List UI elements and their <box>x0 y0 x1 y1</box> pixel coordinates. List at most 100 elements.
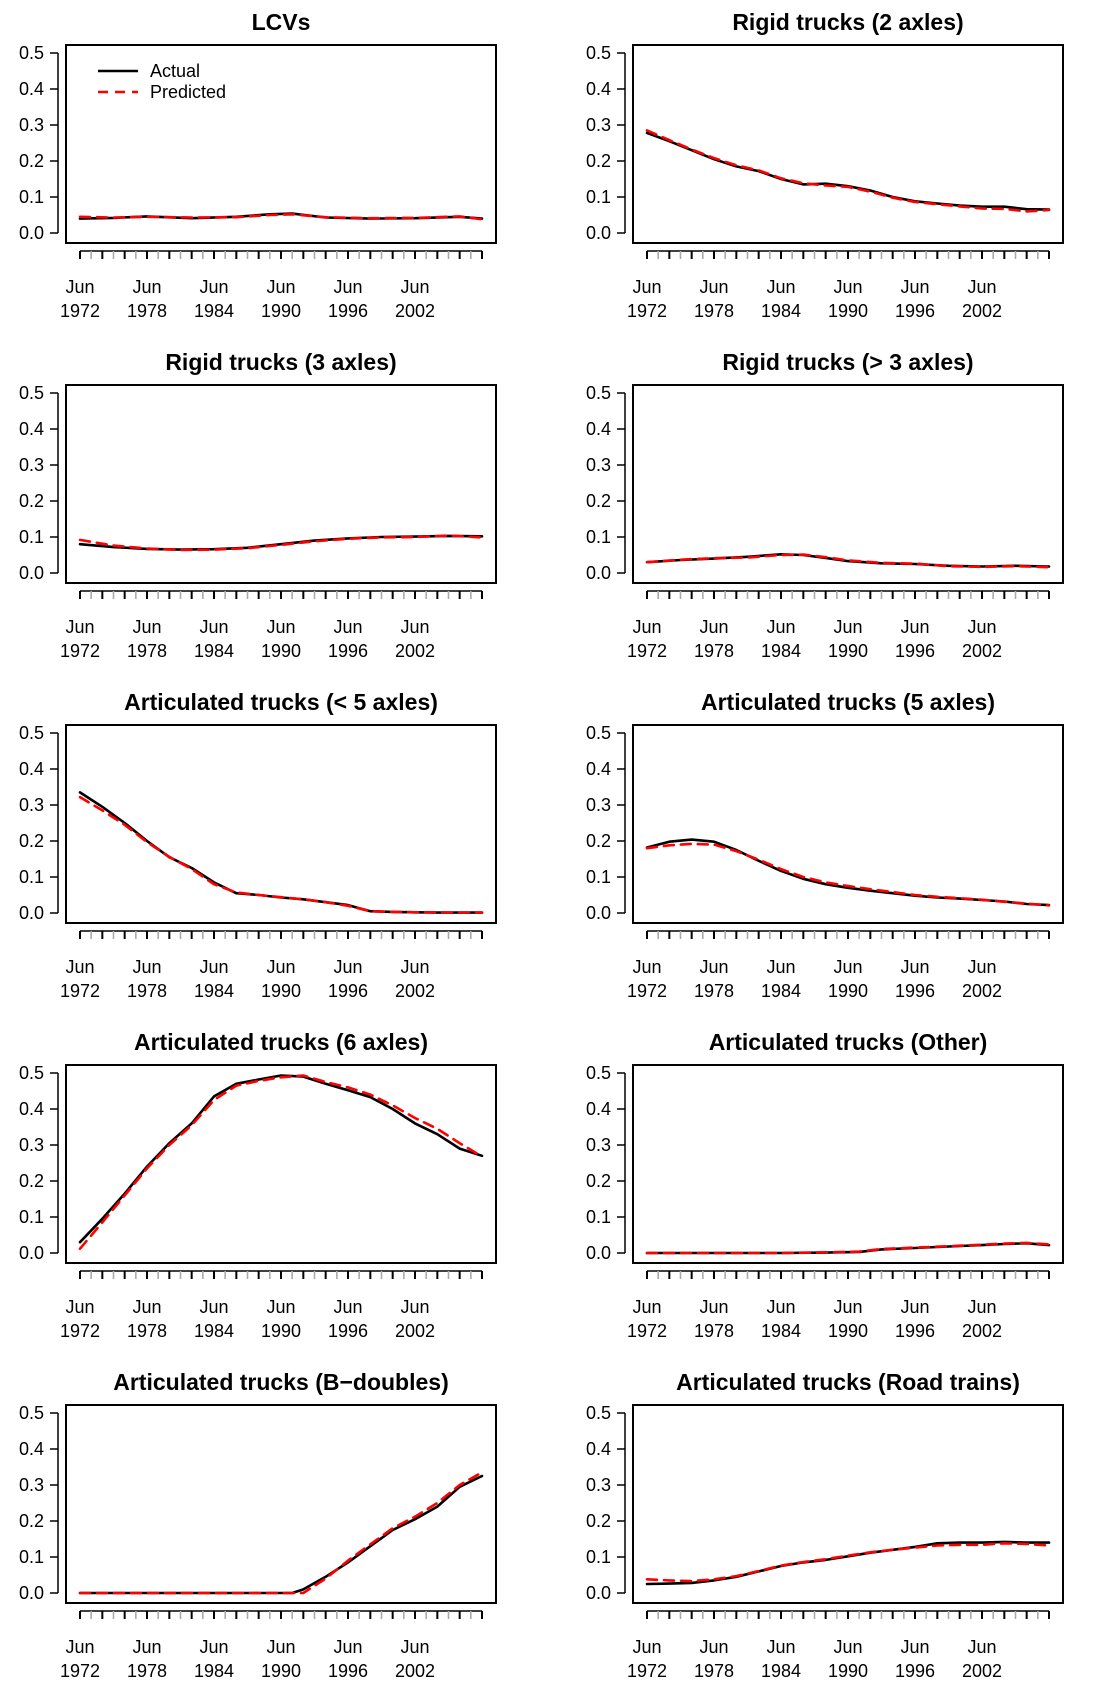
y-tick-label: 0.3 <box>586 795 611 815</box>
x-tick-label: Jun 1996 <box>328 617 368 661</box>
series-line-predicted <box>78 1471 484 1595</box>
y-tick-label: 0.1 <box>586 1547 611 1567</box>
x-tick-label: Jun 1990 <box>261 1637 301 1681</box>
x-tick-label: Jun 1990 <box>828 1637 868 1681</box>
y-tick-label: 0.3 <box>19 795 44 815</box>
y-tick-label: 0.3 <box>19 455 44 475</box>
chart-title: Articulated trucks (6 axles) <box>134 1029 428 1055</box>
y-tick-label: 0.4 <box>19 759 44 779</box>
chart-title: Articulated trucks (Other) <box>709 1029 988 1055</box>
x-tick-label: Jun 1984 <box>761 1637 801 1681</box>
x-tick-label: Jun 2002 <box>962 617 1002 661</box>
series-line-predicted <box>645 842 1051 907</box>
y-tick-label: 0.0 <box>586 223 611 243</box>
y-tick-label: 0.5 <box>586 1403 611 1423</box>
series-line-predicted <box>645 553 1051 569</box>
x-tick-label: Jun 1978 <box>127 617 167 661</box>
x-tick-label: Jun 1978 <box>694 617 734 661</box>
y-tick-label: 0.0 <box>19 903 44 923</box>
plot-frame <box>632 724 1064 924</box>
x-tick-label: Jun 1978 <box>127 277 167 321</box>
x-tick-label: Jun 1990 <box>261 957 301 1001</box>
series-line-predicted <box>78 534 484 552</box>
y-tick-label: 0.0 <box>19 1243 44 1263</box>
y-tick-label: 0.1 <box>586 187 611 207</box>
x-tick-label: Jun 1984 <box>194 957 234 1001</box>
chart-panel-9: Articulated trucks (B−doubles) 0.0 0.1 0.2 0… <box>19 1369 497 1681</box>
x-tick-label: Jun 1978 <box>127 1297 167 1341</box>
x-tick-label: Jun 1972 <box>627 1297 667 1341</box>
y-tick-label: 0.4 <box>19 79 44 99</box>
plot-frame <box>632 1064 1064 1264</box>
y-tick-label: 0.3 <box>19 1475 44 1495</box>
x-tick-label: Jun 1996 <box>895 1637 935 1681</box>
x-tick-label: Jun 1996 <box>895 1297 935 1341</box>
plot-frame <box>632 1404 1064 1604</box>
chart-title: Articulated trucks (Road trains) <box>676 1369 1020 1395</box>
y-tick-label: 0.1 <box>586 1207 611 1227</box>
y-tick-label: 0.2 <box>19 151 44 171</box>
x-tick-label: Jun 2002 <box>395 957 435 1001</box>
x-tick-label: Jun 1996 <box>895 957 935 1001</box>
series-line-predicted <box>78 213 484 221</box>
y-tick-label: 0.0 <box>586 903 611 923</box>
x-tick-label: Jun 1990 <box>261 617 301 661</box>
chart-title: Articulated trucks (B−doubles) <box>113 1369 448 1395</box>
x-tick-label: Jun 1972 <box>60 957 100 1001</box>
x-tick-label: Jun 1972 <box>60 1297 100 1341</box>
y-tick-label: 0.4 <box>586 759 611 779</box>
x-tick-label: Jun 1972 <box>627 617 667 661</box>
x-tick-label: Jun 1972 <box>60 277 100 321</box>
y-tick-label: 0.0 <box>19 1583 44 1603</box>
series-line-predicted <box>645 129 1051 213</box>
x-tick-label: Jun 2002 <box>395 277 435 321</box>
y-tick-label: 0.2 <box>19 1171 44 1191</box>
x-tick-label: Jun 1996 <box>328 277 368 321</box>
y-tick-label: 0.2 <box>586 1511 611 1531</box>
y-tick-label: 0.5 <box>19 383 44 403</box>
y-tick-label: 0.5 <box>586 1063 611 1083</box>
chart-panel-3: Rigid trucks (3 axles) 0.0 0.1 0.2 0.3 0.4 0.5… <box>19 349 497 661</box>
chart-title: Articulated trucks (< 5 axles) <box>124 689 438 715</box>
y-tick-label: 0.4 <box>586 1439 611 1459</box>
chart-panel-6: Articulated trucks (5 axles) 0.0 0.1 0.2 0.3… <box>586 689 1064 1001</box>
series-line-actual <box>78 1074 484 1244</box>
x-tick-label: Jun 1972 <box>627 957 667 1001</box>
y-tick-label: 0.5 <box>19 723 44 743</box>
plot-frame <box>65 384 497 584</box>
series-line-predicted <box>78 1074 484 1250</box>
y-tick-label: 0.0 <box>586 563 611 583</box>
y-tick-label: 0.4 <box>586 1099 611 1119</box>
x-tick-label: Jun 1978 <box>127 957 167 1001</box>
y-tick-label: 0.0 <box>19 563 44 583</box>
plot-frame <box>632 384 1064 584</box>
x-tick-label: Jun 1996 <box>328 1637 368 1681</box>
y-tick-label: 0.1 <box>19 867 44 887</box>
legend-label-actual: Actual <box>150 61 200 81</box>
y-tick-label: 0.5 <box>19 1403 44 1423</box>
series-line-actual <box>645 552 1051 568</box>
x-tick-label: Jun 1984 <box>761 1297 801 1341</box>
x-tick-label: Jun 1978 <box>694 1297 734 1341</box>
y-tick-label: 0.2 <box>586 1171 611 1191</box>
y-tick-label: 0.4 <box>586 79 611 99</box>
y-tick-label: 0.2 <box>586 151 611 171</box>
x-tick-label: Jun 1996 <box>328 957 368 1001</box>
y-tick-label: 0.1 <box>19 1547 44 1567</box>
plot-frame <box>65 44 497 244</box>
y-tick-label: 0.3 <box>586 455 611 475</box>
x-tick-label: Jun 1972 <box>60 1637 100 1681</box>
chart-title: LCVs <box>252 9 311 35</box>
y-tick-label: 0.2 <box>19 1511 44 1531</box>
y-tick-label: 0.3 <box>586 1475 611 1495</box>
y-tick-label: 0.0 <box>19 223 44 243</box>
x-tick-label: Jun 2002 <box>962 1637 1002 1681</box>
chart-title: Articulated trucks (5 axles) <box>701 689 995 715</box>
series-line-actual <box>645 1540 1051 1586</box>
chart-panel-10: Articulated trucks (Road trains) 0.0 0.1 0.… <box>586 1369 1064 1681</box>
x-tick-label: Jun 1990 <box>261 1297 301 1341</box>
series-line-actual <box>78 791 484 914</box>
x-tick-label: Jun 2002 <box>395 617 435 661</box>
